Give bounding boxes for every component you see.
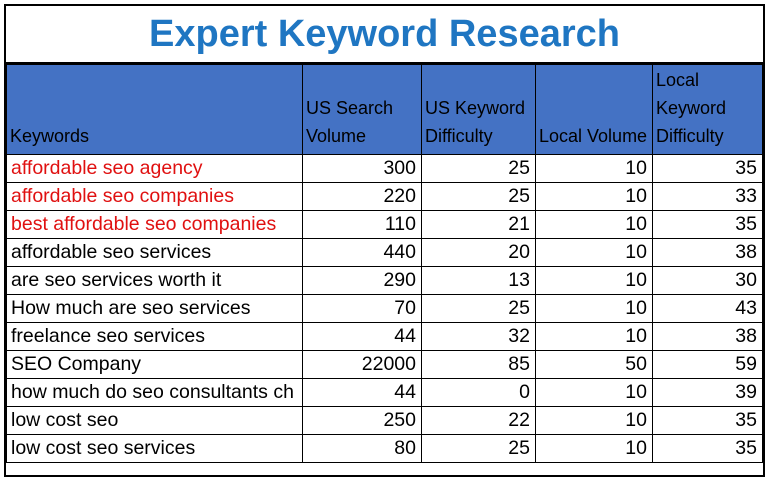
table-row: affordable seo services 440 20 10 38 xyxy=(6,237,763,267)
value-cell: 22000 xyxy=(302,349,422,379)
table-row: affordable seo agency 300 25 10 35 xyxy=(6,153,763,183)
keyword-cell: affordable seo services xyxy=(6,237,303,267)
value-cell: 300 xyxy=(302,153,422,183)
value-cell: 220 xyxy=(302,181,422,211)
value-cell: 25 xyxy=(421,153,536,183)
value-cell: 38 xyxy=(652,237,763,267)
value-cell: 10 xyxy=(535,181,653,211)
value-cell: 22 xyxy=(421,405,536,435)
value-cell: 0 xyxy=(421,377,536,407)
value-cell: 30 xyxy=(652,265,763,295)
value-cell: 70 xyxy=(302,293,422,323)
table-header: Keywords US Search Volume US Keyword Dif… xyxy=(6,64,763,155)
keyword-cell: affordable seo companies xyxy=(6,181,303,211)
value-cell: 250 xyxy=(302,405,422,435)
table-row: low cost seo 250 22 10 35 xyxy=(6,405,763,435)
keyword-cell: low cost seo services xyxy=(6,433,303,463)
value-cell: 10 xyxy=(535,153,653,183)
column-header-local-volume: Local Volume xyxy=(535,64,653,155)
table-body: affordable seo agency 300 25 10 35 affordable… xyxy=(6,153,763,463)
keyword-cell: low cost seo xyxy=(6,405,303,435)
value-cell: 10 xyxy=(535,405,653,435)
value-cell: 39 xyxy=(652,377,763,407)
value-cell: 10 xyxy=(535,293,653,323)
column-header-us-keyword-difficulty: US Keyword Difficulty xyxy=(421,64,536,155)
table-row: best affordable seo companies 110 21 10 35 xyxy=(6,209,763,239)
value-cell: 38 xyxy=(652,321,763,351)
keyword-cell: freelance seo services xyxy=(6,321,303,351)
value-cell: 25 xyxy=(421,181,536,211)
value-cell: 13 xyxy=(421,265,536,295)
value-cell: 25 xyxy=(421,293,536,323)
value-cell: 35 xyxy=(652,209,763,239)
table-row: SEO Company 22000 85 50 59 xyxy=(6,349,763,379)
value-cell: 44 xyxy=(302,377,422,407)
value-cell: 25 xyxy=(421,433,536,463)
value-cell: 43 xyxy=(652,293,763,323)
table-row: are seo services worth it 290 13 10 30 xyxy=(6,265,763,295)
keyword-cell: How much are seo services xyxy=(6,293,303,323)
value-cell: 21 xyxy=(421,209,536,239)
keyword-cell: best affordable seo companies xyxy=(6,209,303,239)
keyword-cell: affordable seo agency xyxy=(6,153,303,183)
value-cell: 10 xyxy=(535,265,653,295)
value-cell: 10 xyxy=(535,377,653,407)
table-row: low cost seo services 80 25 10 35 xyxy=(6,433,763,463)
value-cell: 20 xyxy=(421,237,536,267)
title-band: Expert Keyword Research xyxy=(6,6,763,64)
keyword-cell: are seo services worth it xyxy=(6,265,303,295)
value-cell: 10 xyxy=(535,433,653,463)
value-cell: 32 xyxy=(421,321,536,351)
value-cell: 10 xyxy=(535,209,653,239)
value-cell: 35 xyxy=(652,153,763,183)
column-header-keywords: Keywords xyxy=(6,64,303,155)
value-cell: 10 xyxy=(535,321,653,351)
value-cell: 33 xyxy=(652,181,763,211)
value-cell: 35 xyxy=(652,405,763,435)
table-row: freelance seo services 44 32 10 38 xyxy=(6,321,763,351)
page-title: Expert Keyword Research xyxy=(149,12,620,55)
header-row: Keywords US Search Volume US Keyword Dif… xyxy=(6,64,763,155)
keyword-cell: how much do seo consultants ch xyxy=(6,377,303,407)
table-row: how much do seo consultants ch 44 0 10 39 xyxy=(6,377,763,407)
value-cell: 110 xyxy=(302,209,422,239)
value-cell: 59 xyxy=(652,349,763,379)
table-row: affordable seo companies 220 25 10 33 xyxy=(6,181,763,211)
value-cell: 10 xyxy=(535,237,653,267)
value-cell: 50 xyxy=(535,349,653,379)
column-header-local-keyword-difficulty: Local Keyword Difficulty xyxy=(652,64,763,155)
value-cell: 85 xyxy=(421,349,536,379)
keyword-research-table: Keywords US Search Volume US Keyword Dif… xyxy=(6,64,763,463)
value-cell: 35 xyxy=(652,433,763,463)
value-cell: 44 xyxy=(302,321,422,351)
value-cell: 440 xyxy=(302,237,422,267)
table-row: How much are seo services 70 25 10 43 xyxy=(6,293,763,323)
keyword-cell: SEO Company xyxy=(6,349,303,379)
table-frame: Expert Keyword Research Keywords US Sear… xyxy=(4,4,765,477)
column-header-us-search-volume: US Search Volume xyxy=(302,64,422,155)
value-cell: 80 xyxy=(302,433,422,463)
value-cell: 290 xyxy=(302,265,422,295)
